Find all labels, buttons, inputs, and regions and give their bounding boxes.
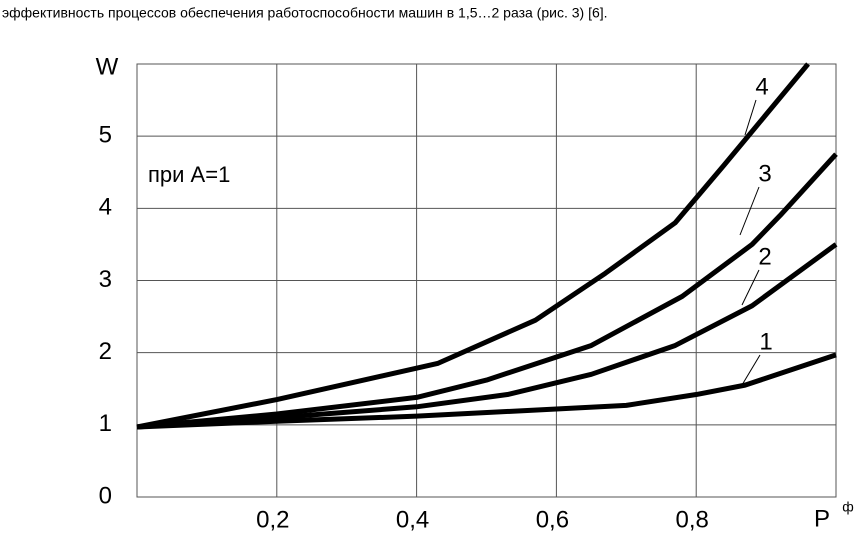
y-tick-label: 3 bbox=[99, 266, 112, 293]
x-axis-label-sup: ф bbox=[842, 499, 854, 515]
context-text: эффективность процессов обеспечения рабо… bbox=[2, 5, 608, 21]
curve bbox=[136, 62, 810, 430]
x-axis-label: P bbox=[814, 505, 830, 532]
x-tick-label: 0,2 bbox=[256, 506, 289, 533]
curve-label-leader bbox=[744, 99, 757, 136]
x-tick-label: 0,6 bbox=[536, 506, 569, 533]
curve bbox=[136, 152, 838, 430]
curve-label: 1 bbox=[759, 328, 772, 355]
curve-label-leader bbox=[741, 354, 761, 386]
curve bbox=[136, 242, 838, 430]
curve-label: 3 bbox=[758, 160, 771, 187]
curve-label: 4 bbox=[755, 73, 768, 100]
annotation: при A=1 bbox=[148, 162, 230, 187]
curve-label-leader bbox=[739, 186, 760, 236]
x-tick-label: 0,8 bbox=[676, 506, 709, 533]
y-axis-label: W bbox=[96, 53, 119, 80]
y-tick-label: 4 bbox=[99, 194, 112, 221]
curve bbox=[136, 352, 837, 430]
y-tick-label: 2 bbox=[99, 338, 112, 365]
y-tick-label: 1 bbox=[99, 410, 112, 437]
curve-label: 2 bbox=[758, 243, 771, 270]
y-tick-label: 0 bbox=[99, 482, 112, 509]
x-tick-label: 0,4 bbox=[396, 506, 429, 533]
y-tick-label: 5 bbox=[99, 122, 112, 149]
curve-label-leader bbox=[741, 269, 760, 306]
